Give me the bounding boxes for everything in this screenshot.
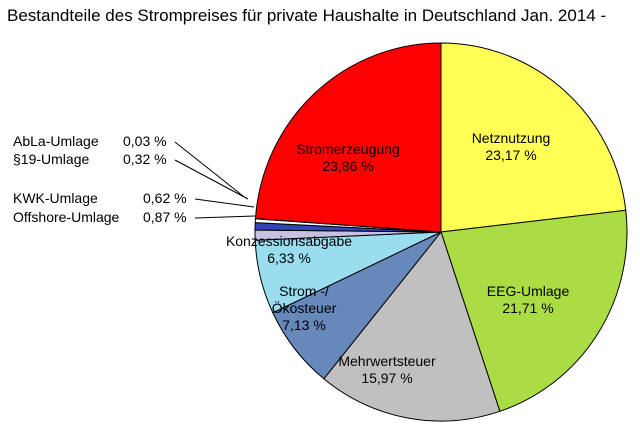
label-name-abla-umlage: AbLa-Umlage xyxy=(13,133,99,149)
leader-offshore-umlage xyxy=(194,215,256,219)
leader-kwk-umlage xyxy=(194,198,255,208)
leader-abla-umlage xyxy=(174,141,244,197)
label-value-abla-umlage: 0,03 % xyxy=(123,133,167,149)
slice-eeg-umlage xyxy=(440,209,628,412)
slice-labels: Netznutzung 23,17 % EEG-Umlage 21,71 % Mehrw… xyxy=(13,130,569,386)
label-stromerzeugung: Stromerzeugung 23,86 % xyxy=(296,141,400,174)
label-value-kwk-umlage: 0,62 % xyxy=(143,190,187,206)
label-name-kwk-umlage: KWK-Umlage xyxy=(13,190,98,206)
slice-mehrwertsteuer xyxy=(323,230,501,422)
leader-p19-umlage xyxy=(174,159,249,200)
slice-netznutzung xyxy=(440,42,627,233)
label-eeg-umlage: EEG-Umlage 21,71 % xyxy=(487,283,570,316)
chart-title: Bestandteile des Strompreises für privat… xyxy=(7,6,607,25)
label-konzessionsabgabe: Konzessionsabgabe 6,33 % xyxy=(226,233,352,266)
label-name-p19-umlage: §19-Umlage xyxy=(13,151,89,167)
label-value-offshore-umlage: 0,87 % xyxy=(143,209,187,225)
label-netznutzung: Netznutzung 23,17 % xyxy=(472,130,551,163)
leader-lines xyxy=(174,141,256,219)
label-value-p19-umlage: 0,32 % xyxy=(123,151,167,167)
slice-stromerzeugung xyxy=(254,42,442,233)
label-mehrwertsteuer: Mehrwertsteuer 15,97 % xyxy=(338,353,436,386)
label-name-offshore-umlage: Offshore-Umlage xyxy=(13,209,120,225)
label-strom-oekosteuer: Strom -/Ökosteuer 7,13 % xyxy=(272,283,337,333)
pie-slices xyxy=(254,42,628,422)
